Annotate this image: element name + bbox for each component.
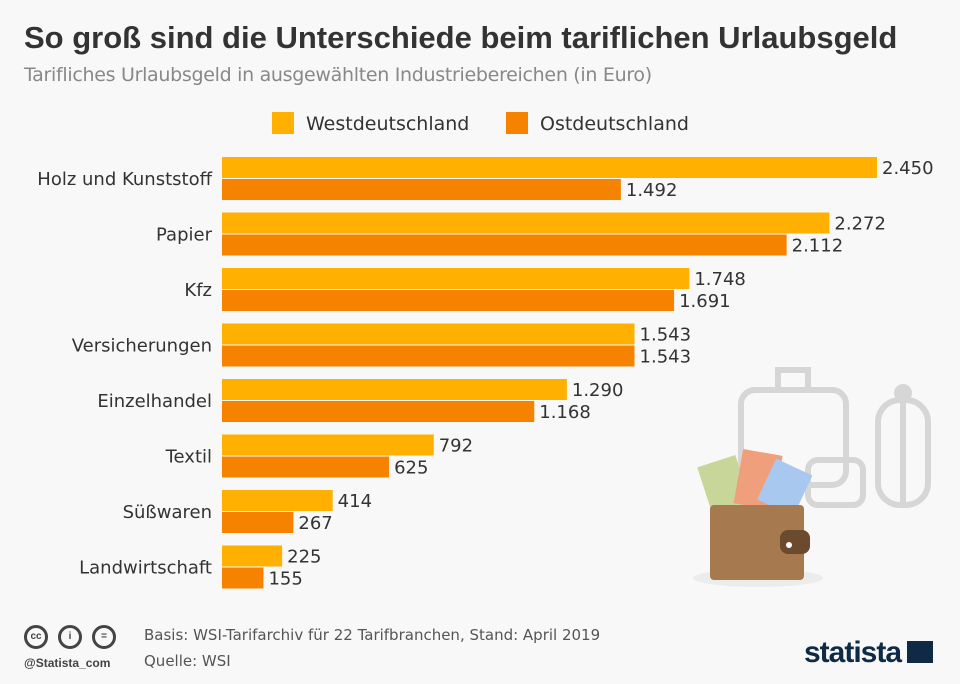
- no-derivatives-icon: =: [92, 625, 116, 649]
- bar-ost: [222, 345, 635, 367]
- bar-ost: [222, 567, 264, 589]
- wallet-icon: [710, 505, 804, 580]
- value-label: 2.112: [792, 236, 844, 257]
- cc-license-icon: cc: [24, 625, 48, 649]
- bar-ost: [222, 290, 675, 311]
- bar-west: [222, 268, 690, 289]
- statista-logo-icon: [907, 641, 934, 663]
- bars: Holz und Kunststoff 2.450 1.492 Papier 2.272…: [37, 157, 934, 590]
- value-label: 155: [268, 569, 302, 590]
- bar-west: [222, 379, 567, 400]
- suitcase-handle-icon: [775, 367, 811, 393]
- value-label: 1.691: [679, 291, 731, 312]
- value-label: 1.543: [640, 325, 692, 346]
- legend-label-0: Westdeutschland: [306, 113, 469, 135]
- chart-subtitle: Tarifliches Urlaubsgeld in ausgewählten …: [24, 64, 652, 86]
- statista-handle: @Statista_com: [24, 656, 111, 670]
- value-label: 1.748: [694, 269, 746, 290]
- attribution-icon: i: [58, 625, 82, 649]
- value-label: 414: [338, 491, 372, 512]
- bar-west: [222, 545, 283, 567]
- bar-west: [222, 323, 635, 345]
- category-label: Holz und Kunststoff: [37, 169, 212, 190]
- category-label: Textil: [165, 447, 212, 468]
- value-label: 1.290: [572, 380, 624, 401]
- value-label: 792: [439, 436, 473, 457]
- value-label: 2.272: [834, 214, 886, 235]
- statista-logo[interactable]: statista: [804, 636, 934, 670]
- legend-swatch-0: [272, 112, 294, 134]
- value-label: 1.168: [539, 402, 591, 423]
- category-label: Versicherungen: [72, 336, 212, 357]
- value-label: 1.543: [640, 347, 692, 368]
- source-note: Quelle: WSI: [144, 652, 231, 670]
- chart-title: So groß sind die Unterschiede beim tarif…: [24, 20, 898, 55]
- bar-ost: [222, 456, 390, 478]
- category-label: Papier: [156, 225, 213, 246]
- basis-note: Basis: WSI-Tarifarchiv für 22 Tarifbranc…: [144, 626, 601, 644]
- value-label: 625: [394, 458, 428, 479]
- bar-west: [222, 212, 830, 234]
- bar-ost: [222, 512, 294, 533]
- value-label: 267: [298, 513, 332, 534]
- category-label: Landwirtschaft: [79, 558, 212, 579]
- value-label: 2.450: [882, 158, 934, 179]
- value-label: 1.492: [626, 180, 678, 201]
- banknote-20-icon: [757, 458, 813, 517]
- legend: Westdeutschland Ostdeutschland: [272, 112, 689, 135]
- value-label: 225: [287, 547, 321, 568]
- category-label: Kfz: [184, 280, 212, 301]
- category-label: Einzelhandel: [97, 391, 212, 412]
- legend-label-1: Ostdeutschland: [540, 113, 689, 135]
- bar-west: [222, 434, 434, 456]
- bar-ost: [222, 401, 535, 422]
- legend-swatch-1: [506, 112, 528, 134]
- statista-logo-text: statista: [804, 636, 902, 669]
- bar-ost: [222, 234, 787, 256]
- bar-west: [222, 490, 333, 511]
- wallet-illustration: [693, 448, 823, 587]
- bar-ost: [222, 179, 621, 200]
- category-label: Süßwaren: [123, 502, 212, 523]
- bar-west: [222, 157, 877, 178]
